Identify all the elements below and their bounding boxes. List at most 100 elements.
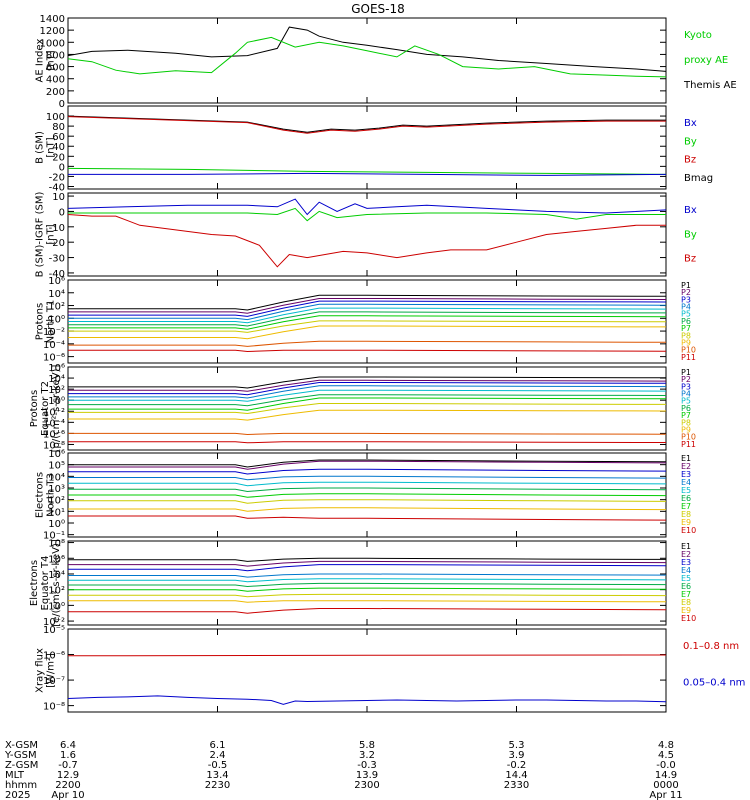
legend-label: Bz [684, 155, 696, 166]
axis-value: 2230 [205, 780, 230, 791]
legend-label: P4 [681, 390, 691, 399]
y-axis-label: Electrons [29, 560, 40, 606]
y-axis-label: Equator T4 [40, 556, 51, 611]
y-axis-label: Protons [29, 390, 40, 427]
axis-value: 4.5 [658, 750, 674, 761]
axis-row-label: 2025 [5, 790, 30, 800]
y-axis-label: AE Index [35, 38, 46, 82]
axis-value: 4.8 [658, 740, 674, 751]
y-tick-label: 10² [48, 302, 65, 313]
series-line [68, 481, 667, 487]
y-tick-label: 0 [59, 162, 65, 173]
series-line [68, 441, 667, 444]
y-tick-label: 10² [48, 385, 65, 396]
series-line [67, 198, 667, 216]
panel-8: 10⁻⁸ 10⁻⁷ 10⁻⁶ 10⁻⁵ Xray flux [W/m²] 0.1–0.8 n… [35, 625, 746, 713]
panel-frame [67, 17, 667, 104]
legend-label: E2 [681, 462, 691, 471]
y-tick-label: 0 [59, 207, 65, 218]
y-tick-label: 10⁻⁸ [43, 702, 65, 713]
axis-value: 5.3 [509, 740, 525, 751]
series-line [68, 557, 667, 562]
series-line [68, 340, 667, 347]
y-tick-label: 10⁻² [43, 327, 65, 338]
legend-label: P5 [681, 397, 691, 406]
axis-value: 3.9 [509, 750, 525, 761]
axis-value: Apr 10 [51, 790, 84, 800]
y-tick-label: 10⁴ [48, 570, 65, 581]
legend-label: E10 [681, 526, 696, 535]
legend-label: P11 [681, 440, 696, 449]
series-line [67, 26, 667, 72]
legend-label: E5 [681, 486, 691, 495]
series-line [68, 468, 667, 475]
legend-label: Bmag [684, 173, 713, 184]
panel-frame [67, 105, 667, 190]
series-line [68, 207, 666, 222]
series-line [68, 294, 667, 311]
y-tick-label: 1000 [40, 38, 65, 49]
axis-value: -0.5 [208, 760, 228, 771]
series-line [67, 167, 667, 175]
y-tick-label: -20 [49, 238, 65, 249]
axis-value: -0.7 [58, 760, 78, 771]
series-line [67, 214, 666, 268]
series-line [68, 298, 667, 314]
series-line [68, 499, 667, 504]
series-line [68, 349, 667, 353]
axis-value: -0.0 [656, 760, 676, 771]
legend-label: P10 [681, 346, 696, 355]
axis-value: 0000 [653, 780, 678, 791]
y-tick-label: 10⁻⁴ [43, 340, 65, 351]
axis-row-label: Z-GSM [5, 760, 38, 771]
y-tick-label: 600 [46, 63, 65, 74]
panel-frame [67, 628, 667, 713]
y-tick-label: 20 [52, 152, 65, 163]
legend-label: P9 [681, 425, 691, 434]
y-tick-label: -10 [49, 223, 65, 234]
series-line [68, 487, 667, 493]
axis-value: 14.9 [655, 770, 677, 781]
legend-label: E10 [681, 614, 696, 623]
legend-label: 0.1–0.8 nm [683, 641, 739, 652]
legend-label: P2 [681, 288, 691, 297]
series-line [68, 172, 667, 176]
legend-label: By [684, 229, 697, 240]
y-tick-label: 200 [46, 87, 65, 98]
axis-value: -0.2 [507, 760, 527, 771]
legend-label: P7 [681, 411, 691, 420]
axis-value: 2.4 [210, 750, 226, 761]
legend-label: proxy AE [684, 55, 728, 66]
y-tick-label: 10⁶ [48, 449, 65, 460]
series-line [68, 394, 667, 407]
y-tick-label: 1200 [40, 26, 65, 37]
series-line [68, 397, 667, 411]
axis-row-label: Y-GSM [4, 750, 37, 761]
y-tick-label: 1400 [40, 14, 65, 25]
y-tick-label: 10⁸ [48, 539, 65, 550]
series-line [68, 432, 667, 436]
series-line [67, 36, 667, 78]
panel-7: 10⁻² 10⁰ 10² 10⁴ 10⁶ 10⁸ Electrons Equator T4 [e… [29, 539, 696, 629]
y-tick-label: 10⁰ [48, 519, 65, 530]
series-line [68, 608, 667, 614]
legend-label: P6 [681, 404, 691, 413]
axis-value: 13.9 [356, 770, 378, 781]
y-tick-label: -40 [49, 182, 65, 193]
panel-3: -40 -30 -20 -10 0 10 B (SM)-IGRF (SM) [nT] Bx By B… [35, 192, 697, 280]
series-line [68, 300, 667, 317]
y-tick-label: 10⁰ [48, 601, 65, 612]
series-line [68, 379, 667, 392]
y-axis-label: North T3 [46, 473, 57, 517]
series-line [68, 307, 667, 324]
y-tick-label: 10⁻⁵ [43, 625, 65, 636]
y-tick-label: -20 [49, 172, 65, 183]
y-axis-label: [p/(cm²-s-sr-keV)] [51, 365, 62, 453]
y-tick-label: 800 [46, 50, 65, 61]
axis-value: 6.1 [210, 740, 226, 751]
panel-frame [67, 366, 667, 451]
